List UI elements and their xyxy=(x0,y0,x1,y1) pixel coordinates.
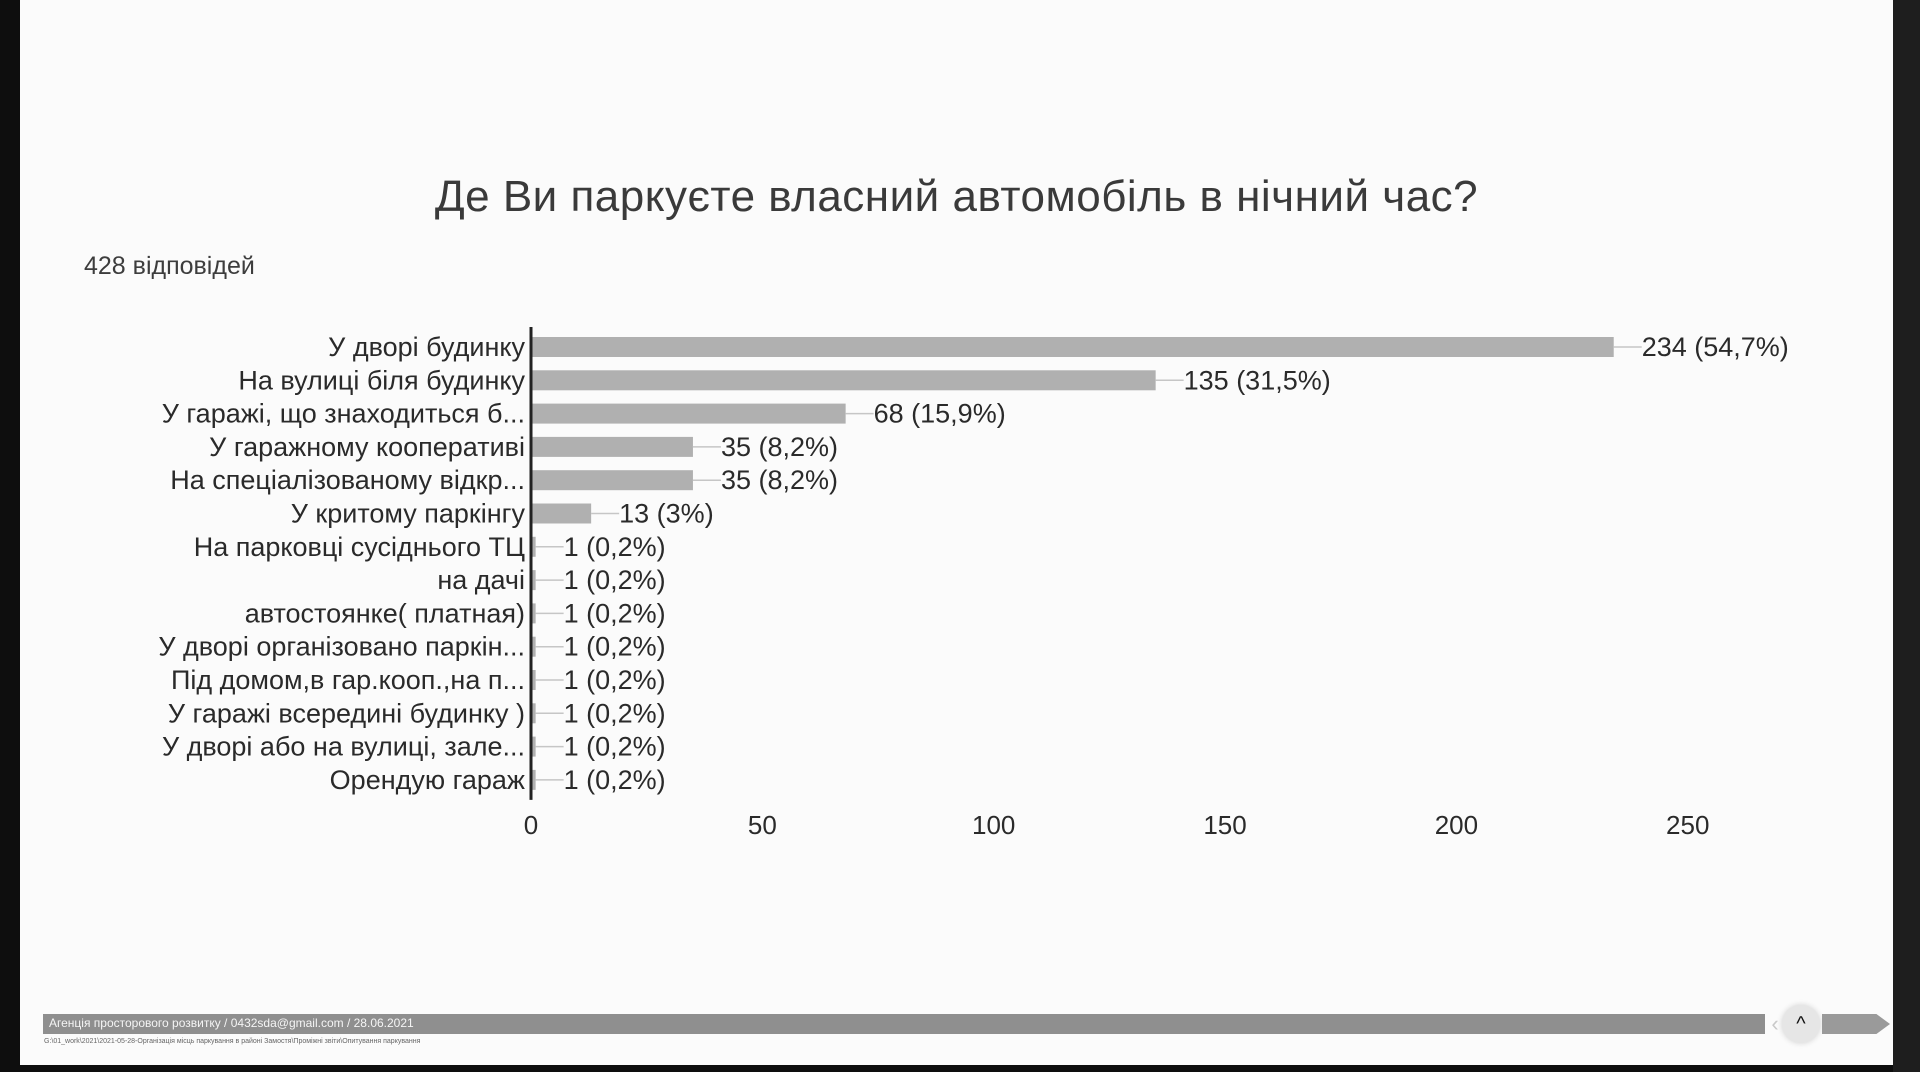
category-label: На спеціалізованому відкр... xyxy=(170,465,525,495)
category-label: Під домом,в гар.кооп.,на п... xyxy=(171,665,525,695)
category-label: автостоянке( платная) xyxy=(245,598,525,628)
chart-title: Де Ви паркуєте власний автомобіль в нічн… xyxy=(434,172,1479,221)
x-tick-label: 100 xyxy=(972,810,1015,840)
category-label: У гаражному кооперативі xyxy=(209,432,525,462)
bar xyxy=(531,636,536,657)
value-label: 1 (0,2%) xyxy=(564,598,666,628)
bar xyxy=(531,703,536,724)
category-label: У гаражі всередині будинку ) xyxy=(168,698,525,728)
category-label: У критому паркінгу xyxy=(291,499,526,529)
value-label: 35 (8,2%) xyxy=(721,465,838,495)
category-label: На вулиці біля будинку xyxy=(238,365,525,395)
chevron-left-icon[interactable]: ‹ xyxy=(1771,1011,1779,1036)
bar-chart: У дворі будинку 234 (54,7%) На вулиці біля… xyxy=(158,327,1789,840)
bar xyxy=(531,337,1614,357)
value-label: 1 (0,2%) xyxy=(564,532,666,562)
chevron-up-icon[interactable]: ^ xyxy=(1782,1005,1820,1043)
bar xyxy=(531,403,846,424)
category-label: У дворі організовано паркін... xyxy=(158,632,525,662)
value-label: 35 (8,2%) xyxy=(721,432,838,462)
bar xyxy=(531,603,536,624)
category-label: на дачі xyxy=(437,565,525,595)
value-label: 13 (3%) xyxy=(619,499,714,529)
bar xyxy=(531,370,1156,391)
footer-bar: Агенція просторового розвитку / 0432sda@… xyxy=(43,1014,1765,1034)
x-tick-label: 50 xyxy=(748,810,777,840)
bar xyxy=(531,670,536,690)
value-label: 1 (0,2%) xyxy=(564,632,666,662)
x-tick-label: 0 xyxy=(524,810,538,840)
arrow-right-icon[interactable] xyxy=(1822,1014,1890,1034)
bar xyxy=(531,736,536,757)
bar xyxy=(531,570,536,591)
value-label: 135 (31,5%) xyxy=(1184,365,1331,395)
bar xyxy=(531,503,592,524)
value-label: 1 (0,2%) xyxy=(564,665,666,695)
x-tick-label: 250 xyxy=(1666,810,1709,840)
category-label: У дворі або на вулиці, зале... xyxy=(162,732,525,762)
value-label: 1 (0,2%) xyxy=(564,732,666,762)
value-label: 1 (0,2%) xyxy=(564,765,666,795)
slide: Де Ви паркуєте власний автомобіль в нічн… xyxy=(20,0,1893,1065)
value-label: 234 (54,7%) xyxy=(1642,332,1789,362)
bar xyxy=(531,470,693,491)
value-label: 68 (15,9%) xyxy=(874,399,1006,429)
category-label: У гаражі, що знаходиться б... xyxy=(162,399,525,429)
bar xyxy=(531,436,693,457)
footer-text: Агенція просторового розвитку / 0432sda@… xyxy=(49,1016,414,1030)
category-label: На парковці сусіднього ТЦ xyxy=(194,532,525,562)
x-tick-label: 200 xyxy=(1435,810,1478,840)
footer-file-path: G:\01_work\2021\2021-05-28-Організація м… xyxy=(44,1038,421,1045)
bar xyxy=(531,769,536,790)
category-label: У дворі будинку xyxy=(328,332,525,362)
bar xyxy=(531,536,536,557)
screen-edge xyxy=(1893,0,1920,1072)
category-label: Орендую гараж xyxy=(330,765,525,795)
response-count: 428 відповідей xyxy=(84,252,255,280)
value-label: 1 (0,2%) xyxy=(564,698,666,728)
value-label: 1 (0,2%) xyxy=(564,565,666,595)
x-tick-label: 150 xyxy=(1203,810,1246,840)
